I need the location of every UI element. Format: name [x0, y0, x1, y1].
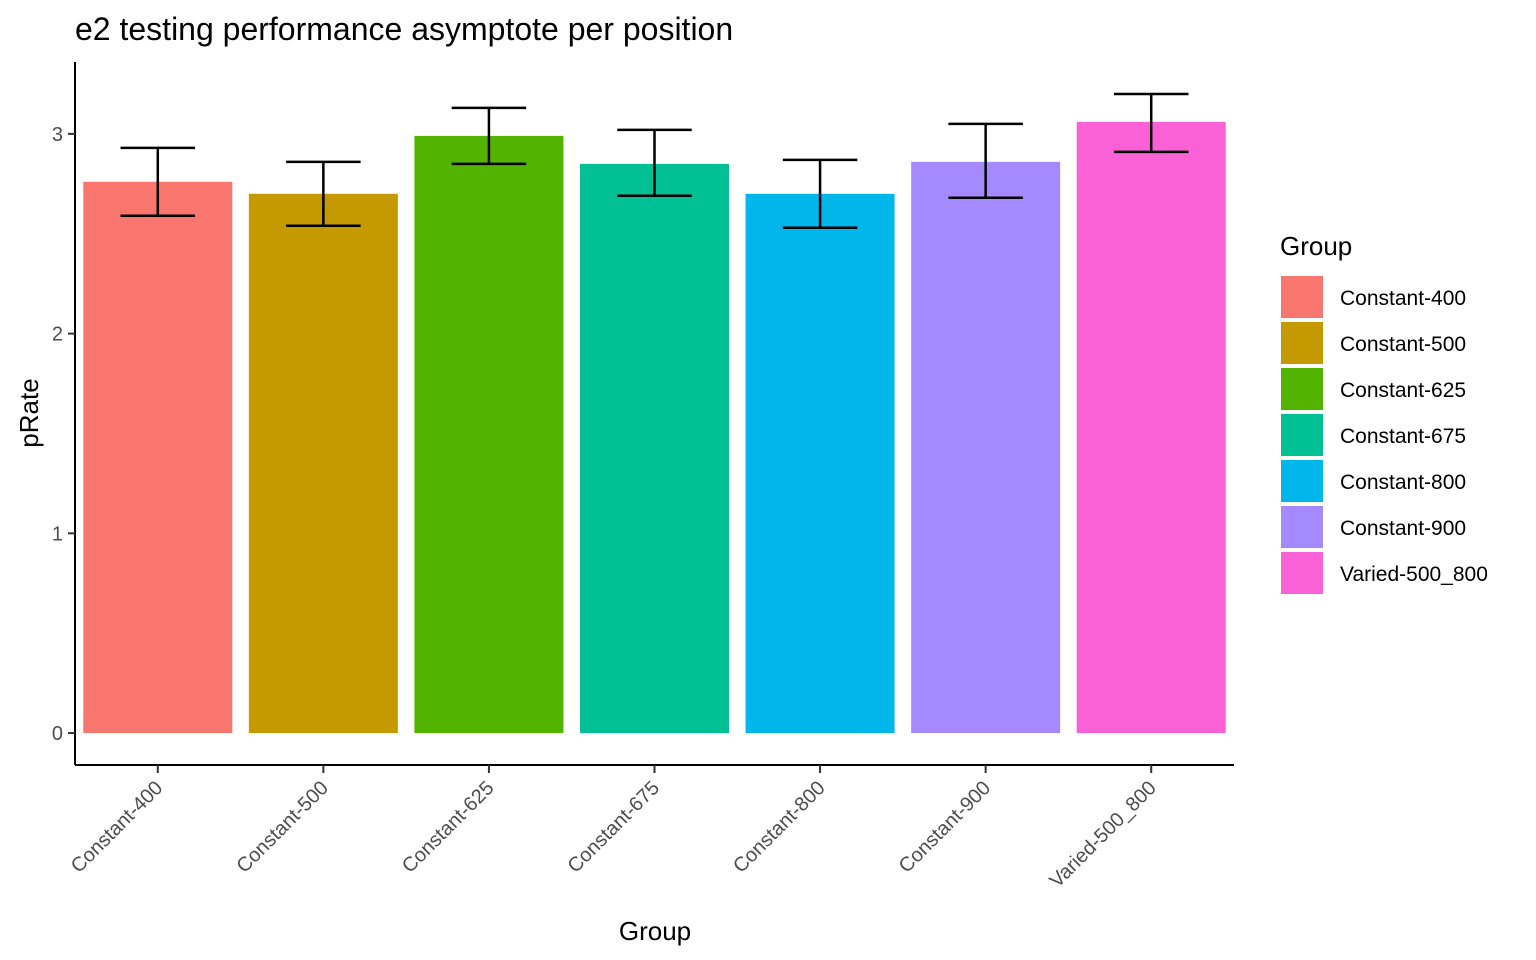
legend-item: Constant-900: [1281, 506, 1466, 548]
x-tick-label: Constant-900: [895, 777, 995, 877]
legend-title: Group: [1280, 231, 1352, 261]
legend-label: Constant-500: [1340, 333, 1466, 356]
bars-group: [83, 121, 1226, 734]
error-bars-group: [120, 92, 1189, 230]
x-axis-ticks: Constant-400 Constant-500 Constant-625 Cons…: [67, 765, 1161, 892]
chart-title: e2 testing performance asymptote per pos…: [75, 11, 733, 47]
legend-item: Constant-500: [1281, 322, 1466, 364]
bar-constant-625: [414, 135, 564, 734]
legend-swatch: [1281, 276, 1323, 318]
y-tick-label: 2: [52, 324, 63, 346]
legend-label: Varied-500_800: [1340, 563, 1488, 586]
legend-swatch: [1281, 506, 1323, 548]
y-tick-label: 3: [52, 124, 63, 146]
legend-label: Constant-900: [1340, 517, 1466, 540]
error-bar-varied-500_800: [1113, 92, 1189, 154]
legend-item: Constant-800: [1281, 460, 1466, 502]
y-axis-ticks: 0 1 2 3: [52, 124, 75, 745]
error-bar-constant-800: [782, 158, 858, 230]
legend-swatch: [1281, 414, 1323, 456]
y-tick-label: 0: [52, 723, 63, 745]
x-tick-label: Varied-500_800: [1046, 777, 1161, 892]
bar-constant-675: [579, 163, 730, 734]
legend-label: Constant-675: [1340, 425, 1466, 448]
legend-swatch: [1281, 460, 1323, 502]
legend-swatch: [1281, 368, 1323, 410]
bar-constant-400: [83, 181, 233, 734]
legend-swatch: [1281, 552, 1323, 594]
bar-constant-900: [911, 161, 1061, 734]
x-tick-label: Constant-800: [729, 777, 829, 877]
error-bar-constant-625: [451, 106, 527, 166]
x-tick-label: Constant-675: [564, 777, 664, 877]
x-tick-label: Constant-625: [398, 777, 498, 877]
legend-item: Varied-500_800: [1281, 552, 1488, 594]
legend: Group Constant-400 Constant-500 Constant-6…: [1280, 231, 1488, 594]
bar-constant-800: [745, 193, 895, 734]
legend-item: Constant-625: [1281, 368, 1466, 410]
plot-area: [83, 92, 1226, 734]
legend-items: Constant-400 Constant-500 Constant-625 Cons…: [1281, 276, 1488, 594]
error-bar-constant-400: [120, 146, 196, 218]
bar-varied-500_800: [1076, 121, 1226, 734]
legend-item: Constant-400: [1281, 276, 1466, 318]
error-bar-constant-500: [286, 160, 361, 228]
x-tick-label: Constant-500: [232, 777, 332, 877]
legend-label: Constant-400: [1340, 287, 1466, 310]
legend-swatch: [1281, 322, 1323, 364]
legend-label: Constant-625: [1340, 379, 1466, 402]
legend-label: Constant-800: [1340, 471, 1466, 494]
y-tick-label: 1: [52, 523, 63, 545]
error-bar-constant-900: [948, 122, 1023, 200]
error-bar-constant-675: [617, 128, 692, 198]
x-axis-title: Group: [619, 916, 691, 946]
y-axis-title: pRate: [14, 378, 44, 447]
bar-constant-500: [248, 193, 398, 734]
x-tick-label: Constant-400: [67, 777, 167, 877]
legend-item: Constant-675: [1281, 414, 1466, 456]
